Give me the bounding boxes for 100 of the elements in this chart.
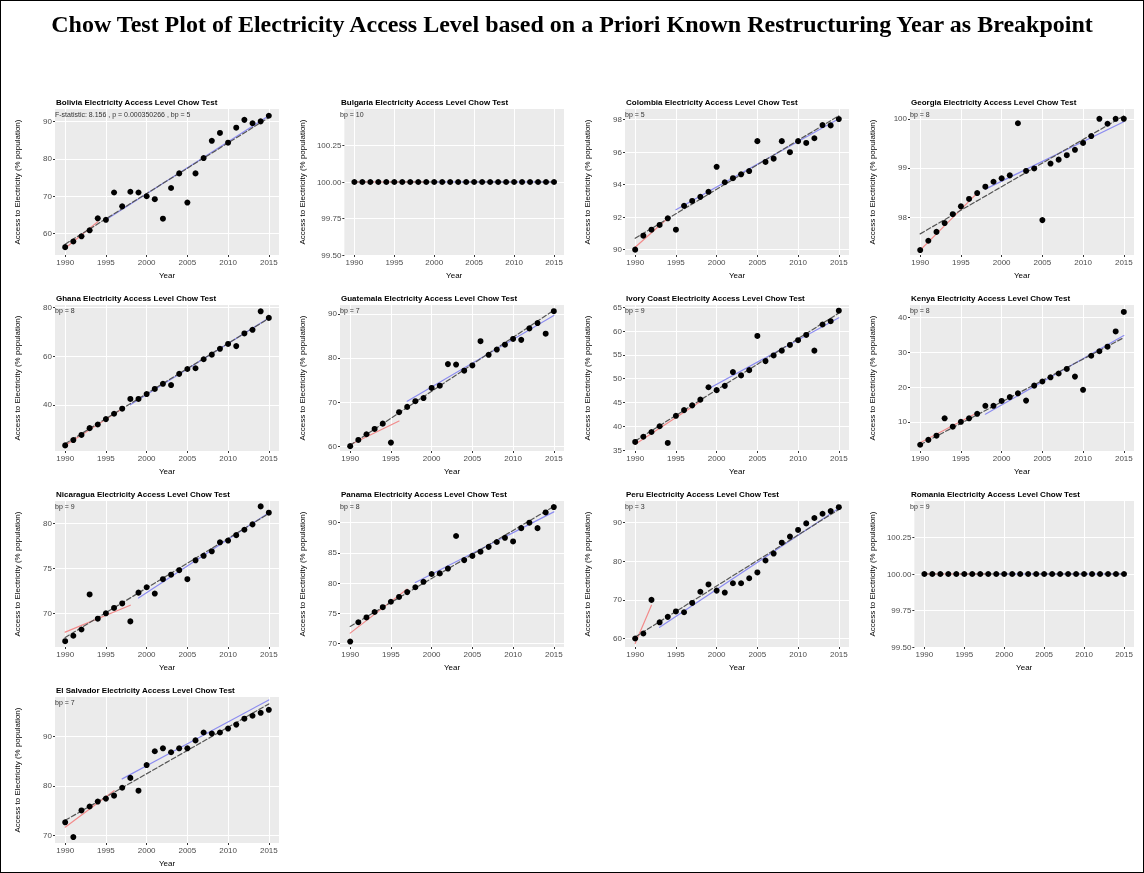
point xyxy=(184,745,191,752)
point xyxy=(681,407,688,414)
x-tick-label: 2000 xyxy=(137,257,157,267)
point xyxy=(78,626,85,633)
point xyxy=(371,425,378,432)
x-tick-label: 1995 xyxy=(385,257,404,267)
point xyxy=(119,203,126,210)
point xyxy=(86,591,93,598)
y-tick-label: 75 xyxy=(43,563,53,573)
y-tick-label: 98 xyxy=(613,115,623,125)
point xyxy=(1047,160,1054,167)
x-tick-label: 2010 xyxy=(789,453,808,463)
y-tick-label: 99.50 xyxy=(321,250,342,260)
point xyxy=(119,405,126,412)
point xyxy=(672,226,679,233)
point xyxy=(241,715,248,722)
point xyxy=(1047,374,1054,381)
x-axis-title: Year xyxy=(158,270,176,280)
point xyxy=(102,610,109,617)
point xyxy=(102,416,109,423)
point xyxy=(770,155,777,162)
x-tick-label: 2015 xyxy=(1115,649,1134,659)
point xyxy=(78,431,85,438)
x-axis-title: Year xyxy=(1013,466,1031,476)
point xyxy=(86,803,93,810)
point xyxy=(957,203,964,210)
point xyxy=(396,409,403,416)
point xyxy=(387,598,394,605)
x-tick-label: 2005 xyxy=(463,649,482,659)
point xyxy=(127,188,134,195)
y-tick-label: 99.75 xyxy=(321,214,342,223)
x-axis-title: Year xyxy=(158,858,176,868)
x-tick-label: 1995 xyxy=(382,649,401,659)
point xyxy=(208,351,215,358)
point xyxy=(127,774,134,781)
point xyxy=(143,391,150,398)
x-tick-label: 2005 xyxy=(178,845,197,855)
point xyxy=(925,237,932,244)
point xyxy=(664,439,671,446)
y-tick-label: 10 xyxy=(898,417,908,427)
chart-title: Ivory Coast Electricity Access Level Chow Test xyxy=(626,293,806,303)
point xyxy=(762,358,769,365)
x-tick-label: 1995 xyxy=(382,453,401,463)
x-tick-label: 2000 xyxy=(707,257,727,267)
point xyxy=(697,396,704,403)
point xyxy=(111,189,118,196)
point xyxy=(949,211,956,218)
point xyxy=(974,410,981,417)
y-tick-label: 100.00 xyxy=(886,569,912,579)
y-tick-label: 80 xyxy=(43,154,53,164)
point xyxy=(982,402,989,409)
y-axis-title: Access to Electricity (% population) xyxy=(867,119,877,245)
point xyxy=(143,193,150,200)
x-tick-label: 2010 xyxy=(789,257,808,267)
point xyxy=(778,347,785,354)
point xyxy=(477,338,484,345)
y-tick-label: 80 xyxy=(613,556,623,566)
point xyxy=(705,384,712,391)
point xyxy=(265,112,272,119)
chart-title: Nicaragua Electricity Access Level Chow Test xyxy=(56,489,231,499)
point xyxy=(697,588,704,595)
point xyxy=(225,537,232,544)
x-tick-label: 1990 xyxy=(915,649,934,659)
point xyxy=(208,730,215,737)
point xyxy=(127,395,134,402)
point xyxy=(770,550,777,557)
point xyxy=(729,369,736,376)
point xyxy=(811,347,818,354)
point xyxy=(1039,378,1046,385)
x-tick-label: 2010 xyxy=(504,453,523,463)
point xyxy=(200,155,207,162)
y-tick-label: 92 xyxy=(613,212,623,222)
point xyxy=(102,795,109,802)
point xyxy=(94,798,101,805)
point xyxy=(518,336,525,343)
point xyxy=(1112,115,1119,122)
point xyxy=(518,525,525,532)
point xyxy=(436,570,443,577)
point xyxy=(151,590,158,597)
point xyxy=(762,557,769,564)
point xyxy=(795,138,802,145)
point xyxy=(265,706,272,713)
point xyxy=(1014,390,1021,397)
point xyxy=(656,423,663,430)
chart-title: Guatemala Electricity Access Level Chow Test xyxy=(341,293,518,303)
point xyxy=(94,215,101,222)
y-tick-label: 60 xyxy=(43,229,53,239)
point xyxy=(933,228,940,235)
point xyxy=(412,398,419,405)
point xyxy=(444,565,451,572)
point xyxy=(632,438,639,445)
point xyxy=(436,382,443,389)
point xyxy=(216,129,223,136)
point xyxy=(159,576,166,583)
y-tick-label: 80 xyxy=(43,518,53,528)
point xyxy=(510,538,517,545)
point xyxy=(990,178,997,185)
x-tick-label: 1990 xyxy=(626,649,645,659)
point xyxy=(721,179,728,186)
point xyxy=(241,116,248,123)
